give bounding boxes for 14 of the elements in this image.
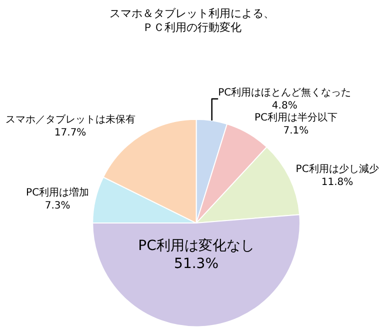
- chart-subtitle: ＰＣ利用の行動変化: [142, 21, 242, 34]
- data-label: 51.3%: [174, 256, 219, 272]
- slice-label: スマホ／タブレットは未保有: [5, 113, 136, 126]
- slice-label: PC利用は増加: [26, 186, 90, 198]
- data-label: 7.1%: [283, 125, 309, 136]
- slice-label: PC利用は少し減少: [296, 162, 379, 175]
- data-label: 11.8%: [321, 176, 354, 188]
- data-label: 4.8%: [272, 100, 298, 112]
- slice-label: PC利用は半分以下: [254, 111, 338, 124]
- data-label: 17.7%: [54, 127, 86, 138]
- slice-label: PC利用はほとんど無くなった: [218, 86, 352, 98]
- chart-title: スマホ＆タブレット利用による、: [110, 6, 274, 20]
- data-label: 7.3%: [44, 200, 70, 212]
- slice-label: PC利用は変化なし: [138, 238, 254, 254]
